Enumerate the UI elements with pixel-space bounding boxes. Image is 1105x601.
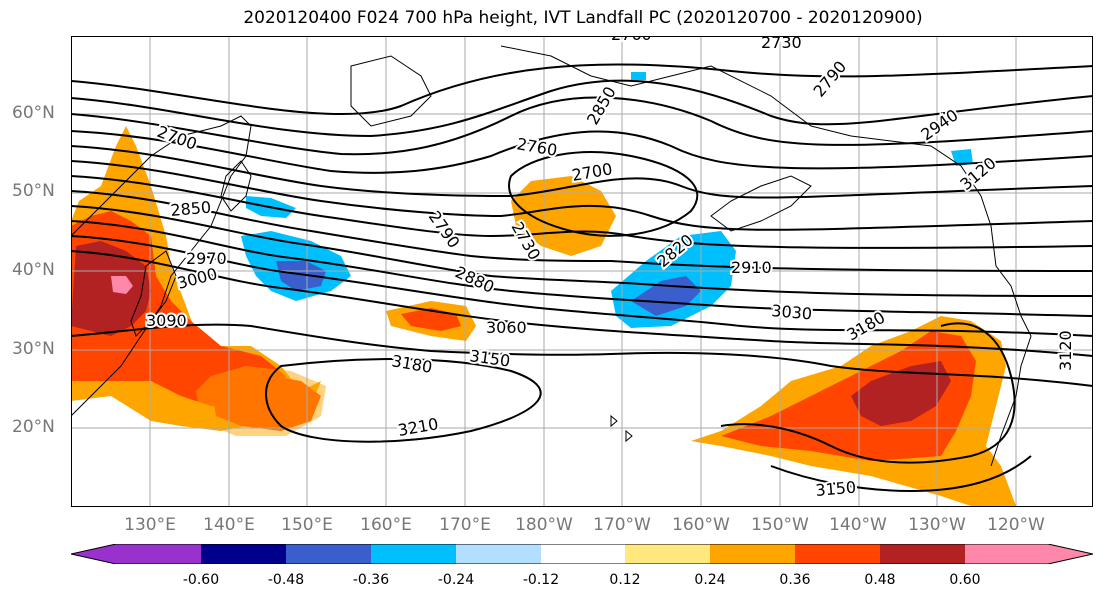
contour-label: 3150 bbox=[815, 478, 857, 500]
lon-label-120w: 120°W bbox=[987, 515, 1045, 535]
lon-label-140w: 140°W bbox=[829, 515, 887, 535]
shade-asia-dark bbox=[71, 241, 151, 336]
colorbar-segment bbox=[71, 544, 201, 564]
lat-label-40n: 40°N bbox=[12, 260, 55, 280]
contour-label: 3060 bbox=[486, 318, 527, 337]
colorbar-segment bbox=[541, 544, 625, 564]
coast-alaska-peninsula bbox=[710, 175, 812, 232]
contour-label: 3030 bbox=[771, 301, 813, 323]
colorbar-segment bbox=[965, 544, 1093, 564]
shade-bc-blue bbox=[951, 149, 973, 166]
height-contours bbox=[71, 63, 1093, 493]
colorbar-segment bbox=[371, 544, 456, 564]
map-title: 2020120400 F024 700 hPa height, IVT Land… bbox=[243, 8, 923, 28]
colorbar bbox=[70, 543, 1094, 565]
colorbar-tick: 0.36 bbox=[779, 572, 811, 588]
contour-label: 3090 bbox=[146, 311, 187, 330]
lat-label-20n: 20°N bbox=[12, 417, 55, 437]
lon-label-160w: 160°W bbox=[672, 515, 730, 535]
contour-label: 2850 bbox=[170, 198, 212, 220]
shade-gulf-orange bbox=[511, 176, 616, 256]
lon-label-140e: 140°E bbox=[203, 515, 255, 535]
lat-label-50n: 50°N bbox=[12, 181, 55, 201]
lon-label-130e: 130°E bbox=[124, 515, 176, 535]
contour-label: 2760 bbox=[611, 36, 652, 44]
contour-label: 3180 bbox=[844, 308, 889, 345]
colorbar-segment bbox=[201, 544, 286, 564]
colorbar-segment bbox=[880, 544, 965, 564]
colorbar-segment bbox=[795, 544, 880, 564]
lon-label-150e: 150°E bbox=[281, 515, 333, 535]
lon-label-170w: 170°W bbox=[593, 515, 651, 535]
coast-japan bbox=[130, 250, 177, 337]
colorbar-tick: -0.12 bbox=[522, 572, 560, 588]
lat-label-60n: 60°N bbox=[12, 103, 55, 123]
shade-alaska-blue bbox=[631, 72, 646, 80]
ivt-negative-shading bbox=[241, 72, 973, 328]
coast-hawaii bbox=[610, 414, 633, 443]
colorbar-tick: 0.24 bbox=[694, 572, 726, 588]
lat-label-30n: 30°N bbox=[12, 339, 55, 359]
coast-chukotka bbox=[350, 55, 432, 127]
contour-label: 3120 bbox=[1056, 330, 1075, 371]
graticule bbox=[71, 36, 1093, 507]
lon-label-180w: 180°W bbox=[515, 515, 573, 535]
colorbar-segment bbox=[456, 544, 541, 564]
contour-label: 2730 bbox=[761, 36, 802, 52]
colorbar-segment bbox=[286, 544, 371, 564]
contour-label: 2910 bbox=[731, 258, 772, 277]
lon-label-130w: 130°W bbox=[908, 515, 966, 535]
lon-label-160e: 160°E bbox=[360, 515, 412, 535]
shade-kamchatka-dark bbox=[276, 261, 326, 291]
shade-ne-pacific-dark bbox=[851, 361, 951, 426]
contour-label: 2880 bbox=[452, 262, 497, 296]
colorbar-tick: -0.24 bbox=[437, 572, 475, 588]
lon-label-150w: 150°W bbox=[751, 515, 809, 535]
colorbar-tick: -0.60 bbox=[182, 572, 220, 588]
coast-kamchatka bbox=[220, 160, 252, 212]
lon-label-170e: 170°E bbox=[439, 515, 491, 535]
contour-label: 2790 bbox=[810, 57, 851, 100]
colorbar-tick: 0.12 bbox=[609, 572, 641, 588]
contour-label: 3210 bbox=[396, 414, 439, 440]
colorbar-tick: -0.48 bbox=[267, 572, 305, 588]
colorbar-tick: 0.60 bbox=[949, 572, 981, 588]
ivt-shading bbox=[71, 126, 1016, 506]
shade-asia-pink bbox=[111, 276, 133, 294]
contour-label: 2970 bbox=[186, 249, 227, 268]
colorbar-segment bbox=[625, 544, 710, 564]
contour-label: 3180 bbox=[390, 351, 433, 377]
contour-label: 2850 bbox=[583, 83, 620, 128]
colorbar-tick: -0.36 bbox=[352, 572, 390, 588]
contour-label: 2760 bbox=[515, 134, 558, 160]
colorbar-tick: 0.48 bbox=[864, 572, 896, 588]
colorbar-segment bbox=[710, 544, 795, 564]
coast-asia bbox=[71, 115, 252, 417]
map-panel: 2700 2760 2730 2790 2850 2700 2730 2760 … bbox=[71, 36, 1093, 507]
